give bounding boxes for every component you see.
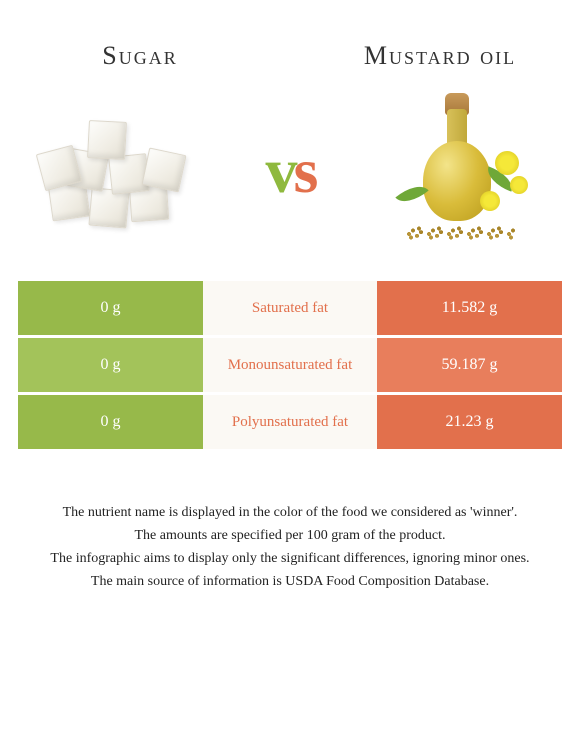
footer-line: The amounts are specified per 100 gram o…: [30, 525, 550, 546]
vs-s: s: [294, 135, 315, 206]
sugar-cubes-icon: [40, 111, 190, 231]
vs-label: vs: [266, 134, 315, 208]
nutrient-label: Polyunsaturated fat: [203, 395, 377, 449]
right-value: 59.187 g: [377, 338, 562, 392]
table-row: 0 g Polyunsaturated fat 21.23 g: [18, 395, 562, 449]
right-value: 21.23 g: [377, 395, 562, 449]
table-row: 0 g Monounsaturated fat 59.187 g: [18, 338, 562, 392]
footer-line: The infographic aims to display only the…: [30, 548, 550, 569]
right-food-title: Mustard oil: [340, 40, 540, 71]
nutrient-label: Saturated fat: [203, 281, 377, 335]
right-food-image: [380, 96, 550, 246]
table-row: 0 g Saturated fat 11.582 g: [18, 281, 562, 335]
left-value: 0 g: [18, 395, 203, 449]
footer-line: The main source of information is USDA F…: [30, 571, 550, 592]
mustard-oil-icon: [385, 91, 545, 251]
left-value: 0 g: [18, 338, 203, 392]
left-food-image: [30, 96, 200, 246]
left-food-title: Sugar: [40, 41, 240, 71]
vs-v: v: [266, 135, 294, 206]
footer-line: The nutrient name is displayed in the co…: [30, 502, 550, 523]
left-value: 0 g: [18, 281, 203, 335]
nutrient-label: Monounsaturated fat: [203, 338, 377, 392]
header-row: Sugar Mustard oil: [0, 0, 580, 81]
right-value: 11.582 g: [377, 281, 562, 335]
footer-notes: The nutrient name is displayed in the co…: [0, 452, 580, 614]
images-row: vs: [0, 81, 580, 281]
comparison-table: 0 g Saturated fat 11.582 g 0 g Monounsat…: [18, 281, 562, 449]
